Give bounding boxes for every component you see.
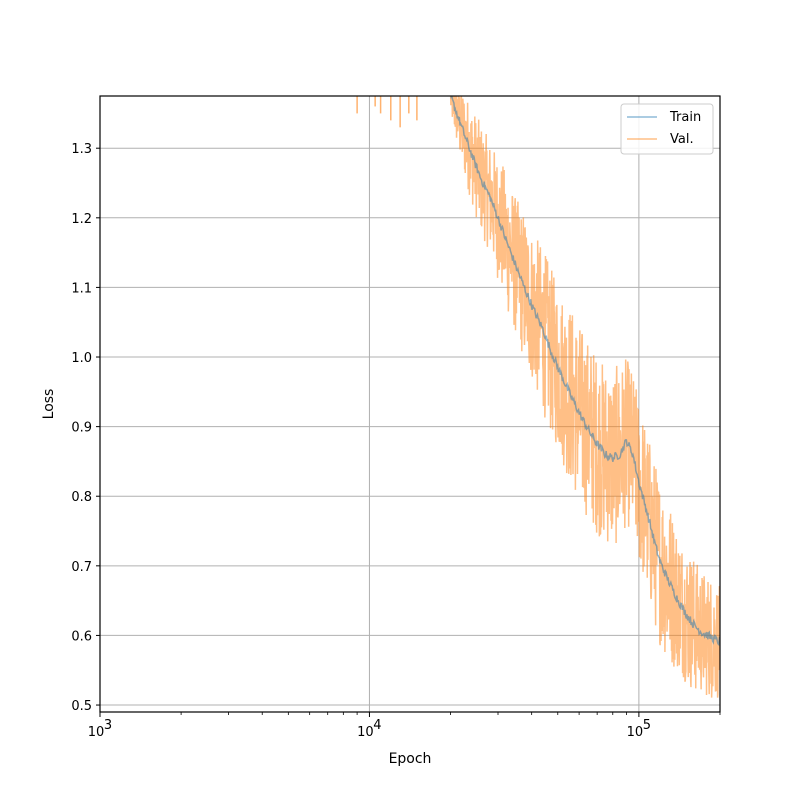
x-tick-exponent: 5 [643,718,651,733]
y-tick-label: 0.8 [71,490,92,505]
x-tick-label: 10 [627,725,644,740]
y-tick-label: 1.0 [71,351,92,366]
legend: Train Val. [620,103,714,155]
y-tick-label: 0.7 [71,560,92,575]
ticks: 0.50.60.70.80.91.01.11.21.310 3 10 4 10 5 [71,142,721,740]
train-series-line [450,96,720,647]
x-axis-label: Epoch [389,751,432,767]
y-tick-label: 0.9 [71,421,92,436]
series [356,96,720,698]
grid [99,96,720,712]
y-tick-label: 0.5 [71,699,92,714]
x-tick-label: 10 [88,725,105,740]
legend-train-label: Train [669,110,701,125]
y-axis-label: Loss [41,389,57,420]
x-tick-exponent: 4 [373,718,381,733]
y-tick-label: 0.6 [71,629,92,644]
x-tick-label: 10 [357,725,374,740]
y-tick-label: 1.3 [71,142,92,157]
y-tick-label: 1.1 [71,281,92,296]
legend-val-label: Val. [670,132,694,147]
plot-frame [99,95,721,713]
x-tick-exponent: 3 [104,718,112,733]
y-tick-label: 1.2 [71,212,92,227]
val-series-line [449,96,720,698]
